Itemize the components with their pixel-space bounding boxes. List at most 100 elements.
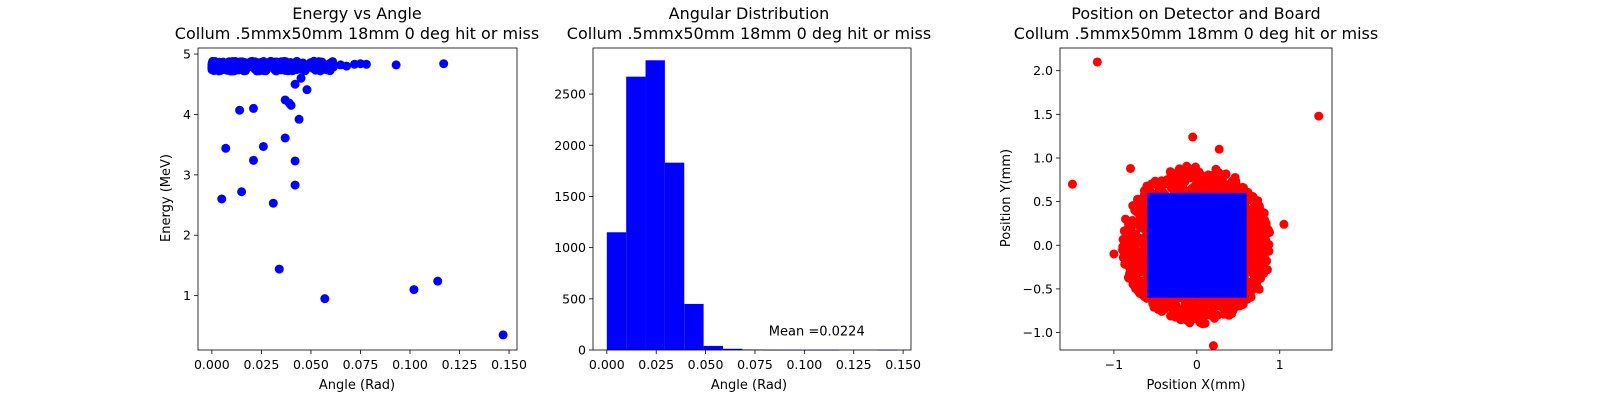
- miss-outlier-point: [1109, 249, 1119, 259]
- energy-y-tick-label: 4: [183, 107, 191, 122]
- miss-point: [1163, 176, 1173, 186]
- miss-point: [1246, 227, 1256, 237]
- miss-point: [1220, 308, 1230, 318]
- miss-point: [1128, 201, 1138, 211]
- miss-outlier-point: [1067, 179, 1077, 189]
- histogram-bar: [703, 345, 723, 350]
- energy-point: [296, 73, 306, 83]
- miss-point: [1118, 243, 1128, 253]
- miss-point: [1140, 243, 1150, 253]
- position-x-tick-label: −1: [1105, 357, 1123, 372]
- miss-point: [1166, 169, 1176, 179]
- energy-point: [217, 194, 227, 204]
- position-y-tick-label: 1.5: [1033, 107, 1053, 122]
- angular-x-tick-label: 0.125: [836, 357, 872, 372]
- mean-annotation: Mean =0.0224: [769, 325, 865, 340]
- energy-point: [336, 60, 346, 70]
- energy-point: [268, 198, 278, 208]
- miss-outlier-point: [1188, 132, 1198, 142]
- energy-point: [235, 105, 245, 115]
- angular-y-tick-label: 500: [562, 291, 586, 306]
- angular-x-tick-label: 0.075: [737, 357, 773, 372]
- position-y-tick-label: −1.0: [1023, 325, 1053, 340]
- energy-frame: [197, 47, 518, 351]
- miss-point: [1133, 264, 1143, 274]
- angular-distribution-panel: Angular Distribution Collum .5mmx50mm 18…: [554, 4, 931, 393]
- energy-y-tick-label: 5: [183, 47, 191, 62]
- energy-point: [274, 264, 284, 274]
- miss-outlier-point: [1125, 163, 1135, 173]
- energy-point: [290, 180, 300, 190]
- energy-x-tick-label: 0.025: [244, 357, 280, 372]
- miss-outlier-point: [1208, 341, 1218, 351]
- energy-axes: 0.000 0.025 0.050 0.075 0.100 0.125 0.150 1 2 3 4 5: [183, 47, 527, 372]
- miss-point: [1210, 179, 1220, 189]
- miss-point: [1217, 174, 1227, 184]
- energy-point: [391, 60, 401, 70]
- miss-point: [1171, 312, 1181, 322]
- miss-point: [1158, 303, 1168, 313]
- energy-band-point: [293, 58, 303, 68]
- histogram-bar: [664, 162, 685, 350]
- position-y-tick-label: 1.0: [1033, 150, 1053, 165]
- energy-band-point: [284, 65, 294, 75]
- energy-point: [290, 79, 300, 89]
- energy-band-point: [276, 57, 286, 67]
- histogram-bars: [606, 60, 898, 351]
- histogram-bar: [645, 60, 665, 351]
- energy-point: [248, 103, 258, 113]
- energy-point: [248, 155, 258, 165]
- angular-axes: 0.000 0.025 0.050 0.075 0.100 0.125 0.150 0 500 1…: [554, 47, 921, 372]
- miss-point: [1147, 179, 1157, 189]
- angular-x-tick-label: 0.025: [638, 357, 674, 372]
- position-panel: Position on Detector and Board Collum .5…: [999, 4, 1378, 393]
- energy-band-point: [262, 62, 272, 72]
- miss-point: [1252, 222, 1262, 232]
- position-x-axis-label: Position X(mm): [1146, 378, 1245, 393]
- energy-y-tick-label: 3: [183, 167, 191, 182]
- miss-point: [1131, 235, 1141, 245]
- miss-point: [1124, 219, 1134, 229]
- energy-scatter-points: [207, 56, 508, 340]
- miss-point: [1136, 207, 1146, 217]
- miss-point: [1150, 300, 1160, 310]
- energy-point: [320, 294, 330, 304]
- miss-outlier-point: [1092, 57, 1102, 67]
- histogram-bar: [722, 348, 743, 350]
- position-y-tick-label: −0.5: [1023, 281, 1053, 296]
- miss-point: [1175, 172, 1185, 182]
- miss-point: [1189, 303, 1199, 313]
- energy-point: [498, 330, 508, 340]
- miss-outlier-point: [1279, 219, 1289, 229]
- miss-point: [1175, 184, 1185, 194]
- miss-point: [1249, 197, 1259, 207]
- energy-point: [221, 143, 231, 153]
- energy-point: [280, 133, 290, 143]
- energy-x-tick-label: 0.075: [343, 357, 379, 372]
- hit-region: [1147, 192, 1247, 298]
- miss-point: [1186, 173, 1196, 183]
- energy-band-point: [230, 63, 240, 73]
- position-panel-title: Position on Detector and Board: [1071, 4, 1320, 23]
- energy-point: [286, 100, 296, 110]
- energy-band-point: [326, 60, 336, 70]
- energy-band-point: [222, 60, 232, 70]
- energy-x-tick-label: 0.000: [194, 357, 230, 372]
- position-x-tick-label: 0: [1193, 357, 1201, 372]
- energy-band-point: [301, 64, 311, 74]
- miss-point: [1251, 258, 1261, 268]
- miss-outlier-point: [1214, 144, 1224, 154]
- miss-point: [1259, 238, 1269, 248]
- energy-band-point: [313, 57, 323, 67]
- angular-y-tick-label: 2000: [554, 138, 586, 153]
- miss-point: [1206, 297, 1216, 307]
- miss-point: [1218, 298, 1228, 308]
- miss-point: [1258, 214, 1268, 224]
- energy-panel-subtitle: Collum .5mmx50mm 18mm 0 deg hit or miss: [175, 24, 539, 43]
- energy-point: [409, 285, 419, 295]
- energy-vs-angle-panel: Energy vs Angle Collum .5mmx50mm 18mm 0 …: [159, 4, 539, 393]
- histogram-bar: [626, 76, 646, 351]
- energy-point: [290, 156, 300, 166]
